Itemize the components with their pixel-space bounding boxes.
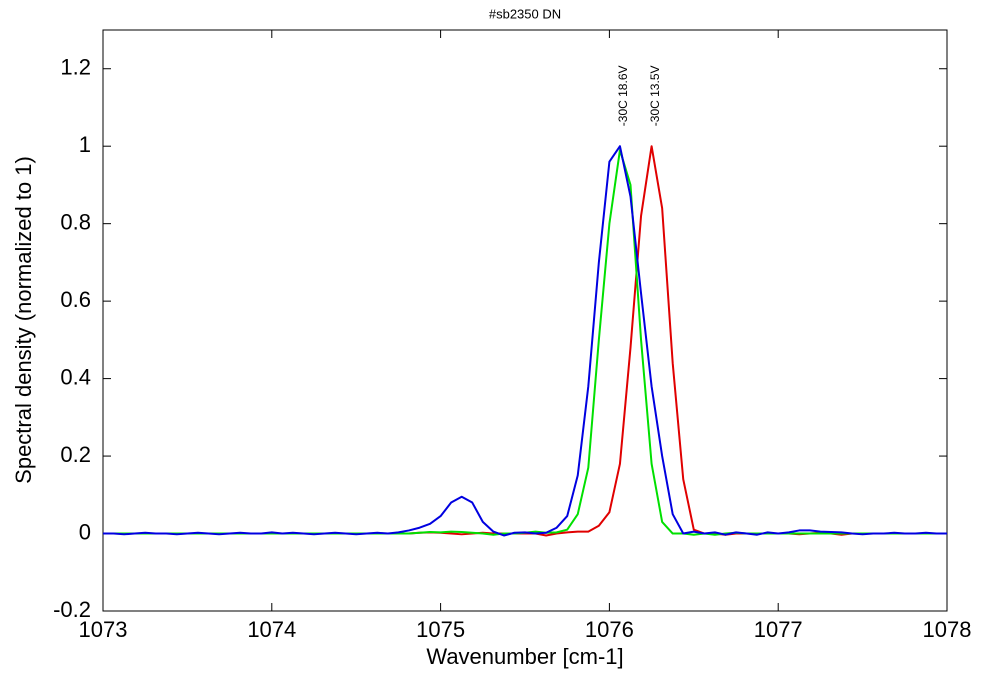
chart-title: #sb2350 DN: [489, 6, 561, 21]
x-tick-label: 1075: [416, 617, 465, 642]
y-tick-label: 0.8: [60, 209, 91, 234]
x-tick-label: 1076: [585, 617, 634, 642]
y-tick-label: 0.6: [60, 287, 91, 312]
series-line: [103, 145, 947, 537]
y-tick-label: 0.2: [60, 442, 91, 467]
y-tick-label: 1: [79, 132, 91, 157]
y-tick-label: 0.4: [60, 364, 91, 389]
y-tick-label: 1.2: [60, 55, 91, 80]
x-tick-label: 1073: [79, 617, 128, 642]
y-tick-label: -0.2: [53, 597, 91, 622]
plot-frame: [102, 29, 948, 612]
annotation: -30C 18.6V: [616, 65, 630, 126]
y-axis-label: Spectral density (normalized to 1): [11, 156, 36, 484]
x-axis-label: Wavenumber [cm-1]: [426, 644, 623, 669]
x-tick-label: 1077: [754, 617, 803, 642]
x-tick-label: 1078: [923, 617, 972, 642]
x-tick-label: 1074: [247, 617, 296, 642]
y-tick-label: 0: [79, 519, 91, 544]
annotation: -30C 13.5V: [648, 65, 662, 126]
